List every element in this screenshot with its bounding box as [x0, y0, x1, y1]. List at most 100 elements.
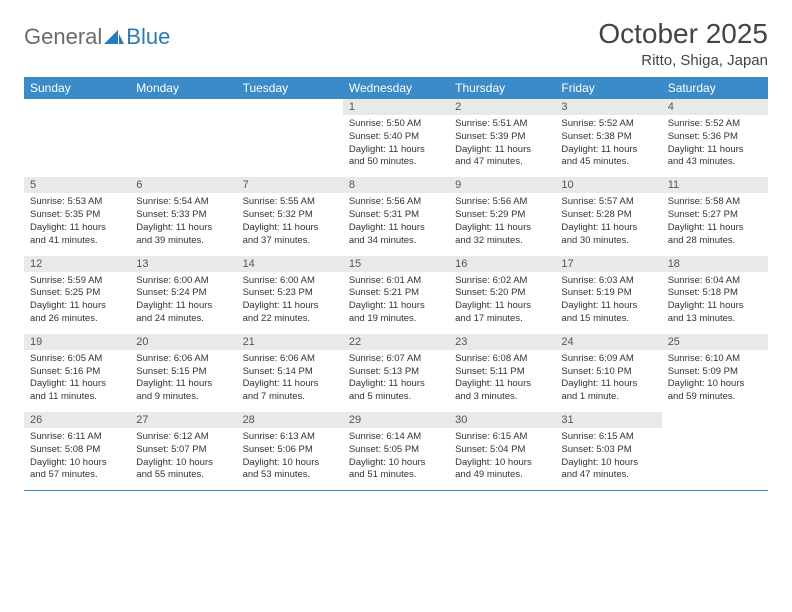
daylight-line: Daylight: 11 hours and 22 minutes.: [243, 300, 337, 326]
sunset-line: Sunset: 5:19 PM: [561, 287, 655, 300]
daylight-line: Daylight: 11 hours and 45 minutes.: [561, 144, 655, 170]
day-number-cell: 1: [343, 99, 449, 115]
day-header: Sunday: [24, 77, 130, 99]
sunrise-line: Sunrise: 6:04 AM: [668, 275, 762, 288]
sunrise-line: Sunrise: 6:00 AM: [136, 275, 230, 288]
day-detail-cell: Sunrise: 5:57 AMSunset: 5:28 PMDaylight:…: [555, 193, 661, 255]
day-detail-cell: Sunrise: 6:02 AMSunset: 5:20 PMDaylight:…: [449, 272, 555, 334]
sunrise-line: Sunrise: 6:06 AM: [136, 353, 230, 366]
day-number-cell: 29: [343, 412, 449, 428]
sunset-line: Sunset: 5:32 PM: [243, 209, 337, 222]
day-detail-cell: Sunrise: 6:09 AMSunset: 5:10 PMDaylight:…: [555, 350, 661, 412]
sunrise-line: Sunrise: 5:52 AM: [668, 118, 762, 131]
sunset-line: Sunset: 5:33 PM: [136, 209, 230, 222]
daylight-line: Daylight: 11 hours and 11 minutes.: [30, 378, 124, 404]
sunrise-line: Sunrise: 6:15 AM: [455, 431, 549, 444]
daylight-line: Daylight: 11 hours and 37 minutes.: [243, 222, 337, 248]
daylight-line: Daylight: 10 hours and 57 minutes.: [30, 457, 124, 483]
sunrise-line: Sunrise: 6:02 AM: [455, 275, 549, 288]
sunrise-line: Sunrise: 6:06 AM: [243, 353, 337, 366]
sunrise-line: Sunrise: 6:07 AM: [349, 353, 443, 366]
day-detail-cell: Sunrise: 5:54 AMSunset: 5:33 PMDaylight:…: [130, 193, 236, 255]
day-detail-cell: [24, 115, 130, 177]
sunset-line: Sunset: 5:20 PM: [455, 287, 549, 300]
day-number-cell: 12: [24, 256, 130, 272]
day-detail-cell: [130, 115, 236, 177]
daylight-line: Daylight: 11 hours and 39 minutes.: [136, 222, 230, 248]
day-number-cell: 20: [130, 334, 236, 350]
sunset-line: Sunset: 5:06 PM: [243, 444, 337, 457]
day-detail-cell: Sunrise: 5:56 AMSunset: 5:29 PMDaylight:…: [449, 193, 555, 255]
sunrise-line: Sunrise: 5:52 AM: [561, 118, 655, 131]
sunrise-line: Sunrise: 6:09 AM: [561, 353, 655, 366]
day-number-cell: 16: [449, 256, 555, 272]
daylight-line: Daylight: 11 hours and 1 minute.: [561, 378, 655, 404]
day-number-cell: 3: [555, 99, 661, 115]
sunrise-line: Sunrise: 6:01 AM: [349, 275, 443, 288]
daylight-line: Daylight: 10 hours and 47 minutes.: [561, 457, 655, 483]
daylight-line: Daylight: 10 hours and 51 minutes.: [349, 457, 443, 483]
sunrise-line: Sunrise: 5:59 AM: [30, 275, 124, 288]
daylight-line: Daylight: 11 hours and 34 minutes.: [349, 222, 443, 248]
sunrise-line: Sunrise: 6:08 AM: [455, 353, 549, 366]
day-number-cell: 22: [343, 334, 449, 350]
day-number-cell: [662, 412, 768, 428]
day-detail-cell: Sunrise: 6:12 AMSunset: 5:07 PMDaylight:…: [130, 428, 236, 490]
sunset-line: Sunset: 5:07 PM: [136, 444, 230, 457]
day-number-cell: 18: [662, 256, 768, 272]
sunrise-line: Sunrise: 5:55 AM: [243, 196, 337, 209]
day-number-cell: 13: [130, 256, 236, 272]
sunset-line: Sunset: 5:23 PM: [243, 287, 337, 300]
sunset-line: Sunset: 5:29 PM: [455, 209, 549, 222]
day-number-cell: 26: [24, 412, 130, 428]
calendar-table: SundayMondayTuesdayWednesdayThursdayFrid…: [24, 77, 768, 490]
sunset-line: Sunset: 5:10 PM: [561, 366, 655, 379]
daylight-line: Daylight: 11 hours and 3 minutes.: [455, 378, 549, 404]
sunrise-line: Sunrise: 5:57 AM: [561, 196, 655, 209]
day-detail-cell: Sunrise: 5:59 AMSunset: 5:25 PMDaylight:…: [24, 272, 130, 334]
day-detail-cell: Sunrise: 6:00 AMSunset: 5:23 PMDaylight:…: [237, 272, 343, 334]
sunset-line: Sunset: 5:21 PM: [349, 287, 443, 300]
daylight-line: Daylight: 11 hours and 26 minutes.: [30, 300, 124, 326]
sunrise-line: Sunrise: 6:12 AM: [136, 431, 230, 444]
day-detail-cell: Sunrise: 6:08 AMSunset: 5:11 PMDaylight:…: [449, 350, 555, 412]
day-detail-cell: Sunrise: 6:01 AMSunset: 5:21 PMDaylight:…: [343, 272, 449, 334]
sunrise-line: Sunrise: 5:53 AM: [30, 196, 124, 209]
daylight-line: Daylight: 11 hours and 7 minutes.: [243, 378, 337, 404]
sunset-line: Sunset: 5:38 PM: [561, 131, 655, 144]
day-number-cell: [237, 99, 343, 115]
day-number-cell: [130, 99, 236, 115]
daylight-line: Daylight: 11 hours and 43 minutes.: [668, 144, 762, 170]
sunset-line: Sunset: 5:05 PM: [349, 444, 443, 457]
day-detail-cell: Sunrise: 6:07 AMSunset: 5:13 PMDaylight:…: [343, 350, 449, 412]
day-header: Monday: [130, 77, 236, 99]
sunset-line: Sunset: 5:08 PM: [30, 444, 124, 457]
sunset-line: Sunset: 5:31 PM: [349, 209, 443, 222]
sunset-line: Sunset: 5:16 PM: [30, 366, 124, 379]
day-number-cell: 28: [237, 412, 343, 428]
day-number-cell: 15: [343, 256, 449, 272]
day-detail-cell: Sunrise: 6:15 AMSunset: 5:03 PMDaylight:…: [555, 428, 661, 490]
day-detail-cell: Sunrise: 5:56 AMSunset: 5:31 PMDaylight:…: [343, 193, 449, 255]
sunrise-line: Sunrise: 6:03 AM: [561, 275, 655, 288]
day-header: Saturday: [662, 77, 768, 99]
day-detail-cell: Sunrise: 5:50 AMSunset: 5:40 PMDaylight:…: [343, 115, 449, 177]
day-detail-cell: Sunrise: 6:15 AMSunset: 5:04 PMDaylight:…: [449, 428, 555, 490]
day-detail-cell: Sunrise: 5:51 AMSunset: 5:39 PMDaylight:…: [449, 115, 555, 177]
day-detail-cell: Sunrise: 5:58 AMSunset: 5:27 PMDaylight:…: [662, 193, 768, 255]
day-number-cell: 4: [662, 99, 768, 115]
sunset-line: Sunset: 5:11 PM: [455, 366, 549, 379]
day-number-cell: 6: [130, 177, 236, 193]
day-detail-cell: Sunrise: 6:13 AMSunset: 5:06 PMDaylight:…: [237, 428, 343, 490]
sunrise-line: Sunrise: 5:56 AM: [349, 196, 443, 209]
day-number-cell: 8: [343, 177, 449, 193]
sunrise-line: Sunrise: 6:05 AM: [30, 353, 124, 366]
daylight-line: Daylight: 11 hours and 24 minutes.: [136, 300, 230, 326]
sunrise-line: Sunrise: 6:00 AM: [243, 275, 337, 288]
daylight-line: Daylight: 11 hours and 47 minutes.: [455, 144, 549, 170]
sunrise-line: Sunrise: 6:14 AM: [349, 431, 443, 444]
day-number-cell: 9: [449, 177, 555, 193]
brand-sail-icon: [104, 30, 124, 44]
day-detail-cell: [662, 428, 768, 490]
sunset-line: Sunset: 5:03 PM: [561, 444, 655, 457]
